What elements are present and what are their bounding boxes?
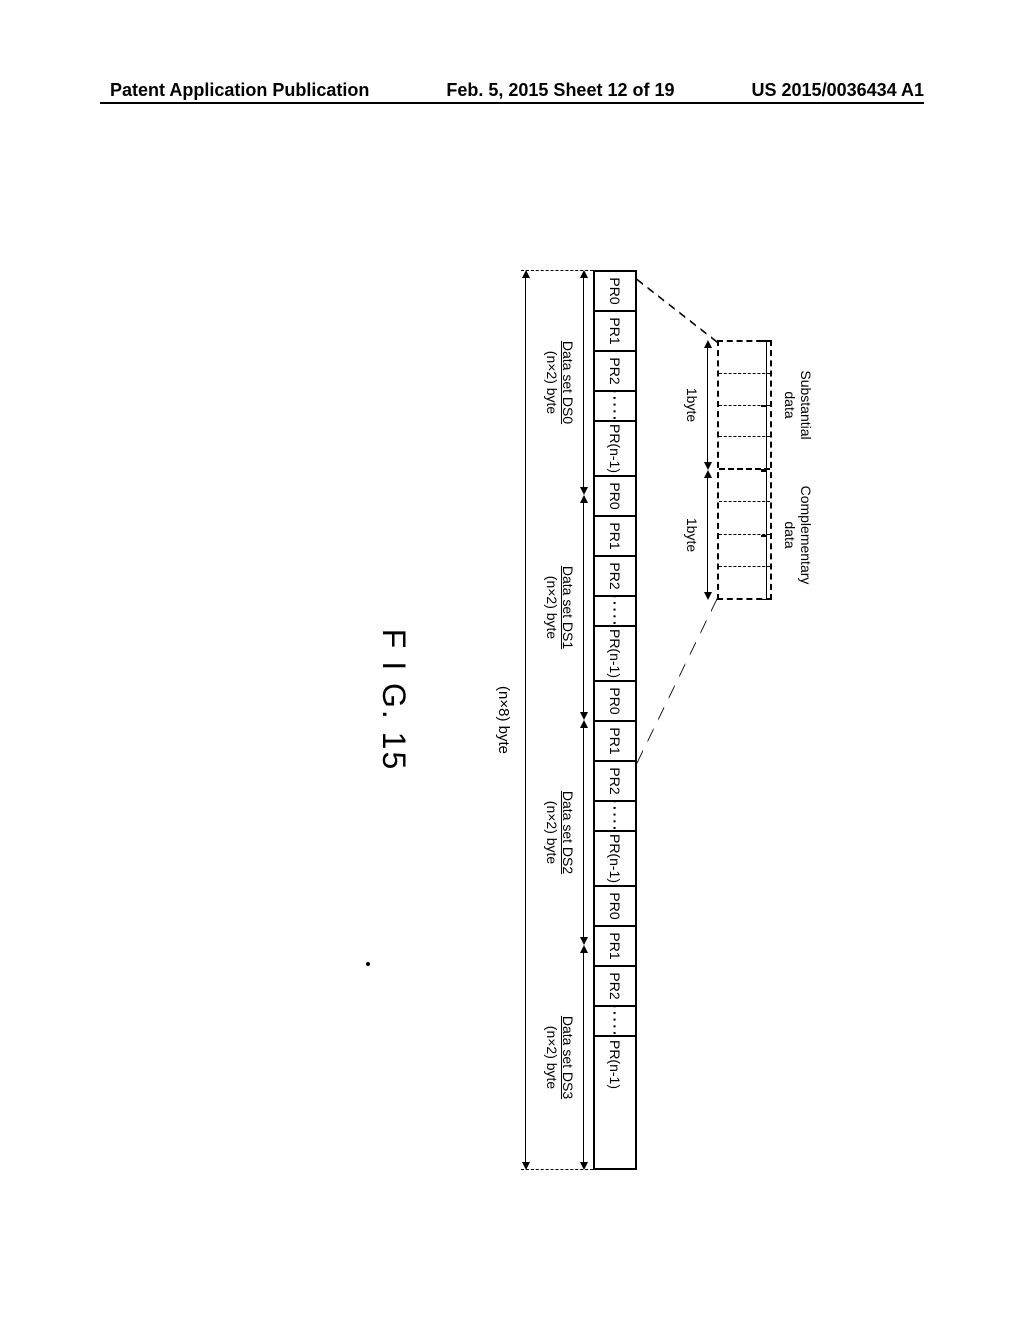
cell-pr: PR2 (595, 352, 635, 392)
figure-label: F I G. 15 (375, 200, 412, 1200)
connector-left (637, 278, 717, 343)
dim-ds2: Data set DS2 (n×2) byte (544, 720, 590, 945)
connector-right (637, 598, 717, 764)
cell-pr: PR1 (595, 517, 635, 557)
label-substantial-text: Substantial data (782, 340, 814, 470)
dim-total: (n×8) byte (495, 270, 532, 1170)
dim-1byte-left-label: 1byte (684, 340, 700, 470)
cell-pr: PR0 (595, 887, 635, 927)
header-left: Patent Application Publication (110, 80, 369, 101)
cell-pr: PR1 (595, 722, 635, 762)
cell-dots: ····· (595, 392, 635, 422)
cell-prn: PR(n-1) (595, 1037, 635, 1092)
header-right: US 2015/0036434 A1 (752, 80, 924, 101)
label-complementary: Complementary data (766, 470, 814, 600)
dim-ds3: Data set DS3 (n×2) byte (544, 945, 590, 1170)
label-complementary-text: Complementary data (782, 470, 814, 600)
dim-ds1: Data set DS1 (n×2) byte (544, 495, 590, 720)
cell-pr: PR0 (595, 272, 635, 312)
cell-pr: PR1 (595, 312, 635, 352)
complementary-bits (719, 470, 770, 598)
cell-prn: PR(n-1) (595, 627, 635, 682)
cell-dots: ····· (595, 597, 635, 627)
ds3-size: (n×2) byte (544, 945, 560, 1170)
ds3-title: Data set DS3 (560, 945, 576, 1170)
cell-pr: PR2 (595, 557, 635, 597)
cell-prn: PR(n-1) (595, 832, 635, 887)
byte-detail-box (717, 340, 772, 600)
ds0-size: (n×2) byte (544, 270, 560, 495)
ds2-title: Data set DS2 (560, 720, 576, 945)
figure-wrapper: Substantial data Complementary data 1byt… (212, 200, 812, 1200)
dim-1byte-right: 1byte (684, 470, 714, 600)
header-rule (100, 102, 924, 104)
dim-1byte-right-label: 1byte (684, 470, 700, 600)
ds2-size: (n×2) byte (544, 720, 560, 945)
cell-dots: ····· (595, 802, 635, 832)
cell-pr: PR1 (595, 927, 635, 967)
ds0-title: Data set DS0 (560, 270, 576, 495)
cell-dots: ····· (595, 1007, 635, 1037)
dim-ds0: Data set DS0 (n×2) byte (544, 270, 590, 495)
stray-dot (366, 962, 370, 966)
cell-pr: PR2 (595, 967, 635, 1007)
cell-pr: PR0 (595, 682, 635, 722)
page-header: Patent Application Publication Feb. 5, 2… (0, 80, 1024, 101)
header-center: Feb. 5, 2015 Sheet 12 of 19 (446, 80, 674, 101)
figure: Substantial data Complementary data 1byt… (212, 200, 812, 1200)
dim-1byte-left: 1byte (684, 340, 714, 470)
cell-prn: PR(n-1) (595, 422, 635, 477)
total-size-label: (n×8) byte (495, 270, 512, 1170)
cell-pr: PR2 (595, 762, 635, 802)
data-row: PR0 PR1 PR2 ····· PR(n-1) PR0 PR1 PR2 ··… (593, 270, 637, 1170)
ds1-title: Data set DS1 (560, 495, 576, 720)
cell-pr: PR0 (595, 477, 635, 517)
ds1-size: (n×2) byte (544, 495, 560, 720)
label-substantial: Substantial data (766, 340, 814, 470)
page: Patent Application Publication Feb. 5, 2… (0, 0, 1024, 1320)
substantial-bits (719, 342, 770, 470)
